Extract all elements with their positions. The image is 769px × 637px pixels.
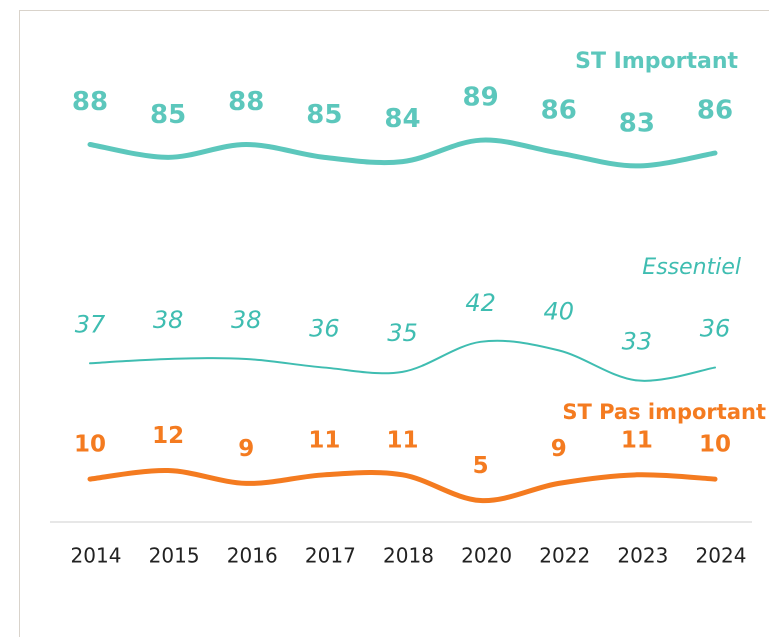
x-tick-label: 2017 (305, 544, 356, 568)
x-tick-label: 2016 (227, 544, 278, 568)
data-label: 40 (543, 297, 574, 325)
data-label: 35 (387, 319, 418, 347)
data-label: 88 (228, 87, 264, 117)
data-label: 83 (619, 108, 655, 138)
data-label: 37 (75, 310, 106, 338)
x-tick-label: 2014 (71, 544, 122, 568)
data-label: 36 (700, 315, 731, 343)
data-label: 11 (621, 427, 653, 453)
data-label: 42 (465, 289, 496, 317)
data-label: 9 (238, 436, 254, 462)
data-label: 86 (697, 96, 733, 126)
frame (19, 10, 769, 637)
data-label: 10 (74, 432, 106, 458)
x-tick-label: 2018 (383, 544, 434, 568)
series-name: ST Pas important (562, 400, 766, 424)
data-label: 10 (699, 432, 731, 458)
data-label: 88 (72, 87, 108, 117)
x-tick-label: 2024 (696, 544, 747, 568)
x-tick-label: 2015 (149, 544, 200, 568)
data-label: 86 (541, 96, 577, 126)
data-label: 11 (308, 427, 340, 453)
series-line (89, 339, 716, 382)
data-label: 85 (150, 100, 186, 130)
data-label: 38 (231, 306, 262, 334)
series-name: Essentiel (642, 255, 741, 280)
x-tick-label: 2020 (461, 544, 512, 568)
data-label: 89 (463, 83, 499, 113)
data-label: 9 (551, 436, 567, 462)
series-line (87, 137, 718, 169)
data-label: 38 (153, 306, 184, 334)
data-label: 11 (386, 427, 418, 453)
x-tick-label: 2023 (617, 544, 668, 568)
data-label: 33 (622, 327, 653, 355)
x-tick-label: 2022 (539, 544, 590, 568)
data-label: 84 (384, 104, 420, 134)
data-label: 5 (473, 453, 489, 479)
series-name: ST Important (575, 49, 738, 74)
data-label: 36 (309, 315, 340, 343)
data-label: 12 (152, 423, 184, 449)
data-label: 85 (306, 100, 342, 130)
series-line (87, 468, 718, 504)
